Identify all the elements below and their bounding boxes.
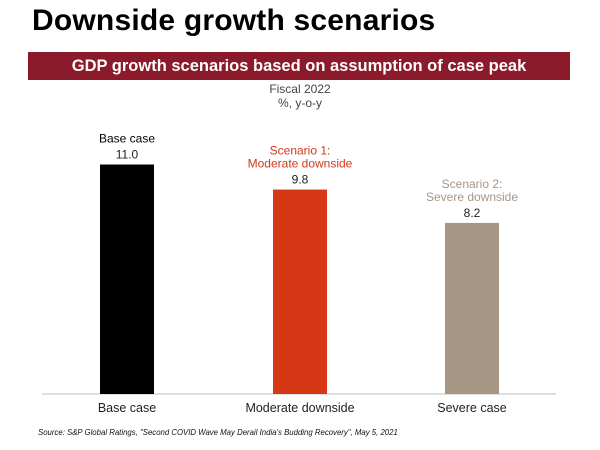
chart-subtitle-unit: %, y-o-y: [277, 96, 322, 110]
bar-annotation-3-line-1: Scenario 2:: [442, 177, 503, 191]
bar-1: [100, 164, 154, 394]
page-title: Downside growth scenarios: [32, 4, 436, 37]
bar-annotation-1-line-1: Base case: [99, 132, 155, 146]
chart-subtitle-period: Fiscal 2022: [269, 82, 331, 96]
bar-2: [273, 189, 327, 394]
bar-annotation-3-line-2: Severe downside: [426, 190, 518, 204]
source-note: Source: S&P Global Ratings, "Second COVI…: [38, 428, 398, 437]
x-tick-label-1: Base case: [98, 401, 156, 415]
data-label-1: 11.0: [116, 148, 139, 162]
chart-banner: GDP growth scenarios based on assumption…: [28, 52, 570, 80]
bar-annotation-2-line-1: Scenario 1:: [270, 144, 331, 158]
bar-3: [445, 222, 499, 394]
data-label-3: 8.2: [464, 206, 481, 220]
data-label-2: 9.8: [292, 173, 309, 187]
bar-annotation-2-line-2: Moderate downside: [248, 157, 353, 171]
x-tick-label-3: Severe case: [437, 401, 507, 415]
x-tick-label-2: Moderate downside: [245, 401, 354, 415]
